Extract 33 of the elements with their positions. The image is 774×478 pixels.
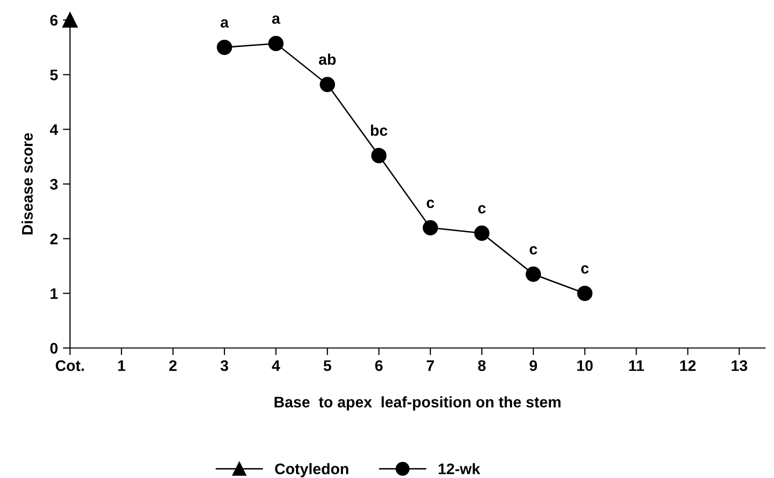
legend-label: Cotyledon — [275, 463, 348, 478]
y-tick-label: 0 — [50, 342, 58, 354]
y-tick-label: 2 — [50, 234, 58, 244]
y-tick-label: 3 — [50, 178, 58, 190]
annotation: c — [581, 265, 589, 274]
annotation: bc — [370, 124, 388, 136]
x-axis-title: Base to apex leaf-position on the stem — [274, 396, 560, 411]
annotation: ab — [318, 54, 336, 65]
annotation: c — [426, 200, 434, 208]
annotation: a — [220, 19, 229, 28]
x-tick-label: 9 — [530, 360, 538, 372]
y-tick-label: 4 — [50, 124, 58, 135]
y-tick-label: 6 — [50, 14, 58, 26]
x-tick-label: 4 — [272, 360, 280, 371]
x-tick-label: 10 — [577, 360, 593, 372]
x-tick-label: 2 — [169, 360, 177, 371]
annotation: a — [272, 15, 280, 24]
y-tick-label: 1 — [50, 288, 58, 299]
x-tick-label: 11 — [629, 360, 644, 371]
x-tick-label: 13 — [732, 360, 748, 372]
y-axis-title: Disease score — [22, 133, 33, 234]
x-tick-label: 7 — [426, 360, 434, 371]
annotation: c — [478, 205, 486, 214]
x-tick-label: 5 — [324, 360, 332, 372]
x-tick-label: 3 — [220, 360, 228, 372]
legend-label: 12-wk — [438, 463, 480, 474]
x-tick-label: 12 — [680, 360, 696, 371]
x-tick-label: 1 — [118, 360, 126, 371]
x-tick-label: 8 — [478, 360, 486, 372]
x-tick-label: Cot. — [56, 360, 84, 372]
annotation: c — [530, 246, 538, 255]
y-tick-label: 5 — [50, 70, 58, 80]
x-tick-label: 6 — [375, 360, 383, 372]
